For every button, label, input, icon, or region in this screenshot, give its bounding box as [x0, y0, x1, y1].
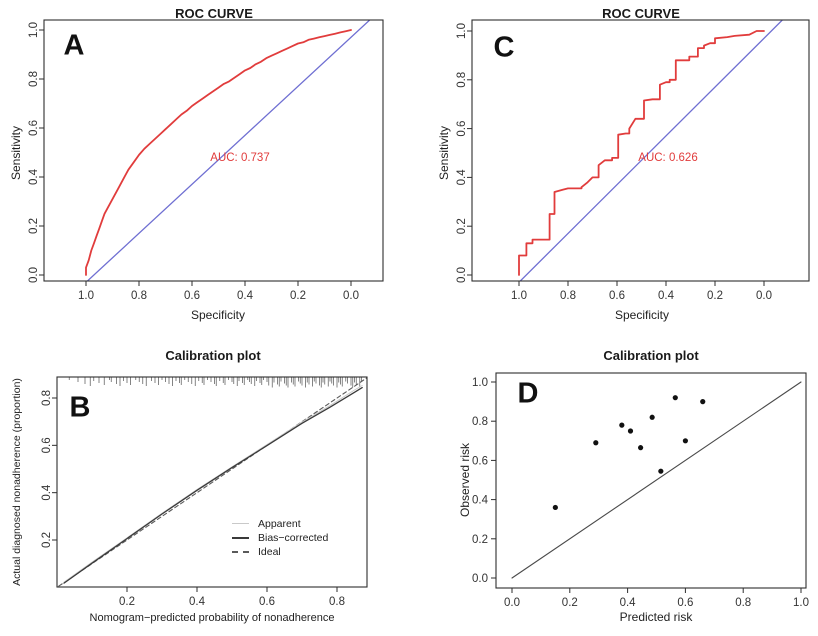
- panel-a-auc-annotation: AUC: 0.737: [210, 152, 270, 164]
- panel-b-title: Calibration plot: [165, 348, 261, 363]
- panel-a-plot-area: [85, 20, 371, 281]
- y-tick-label: 0.0: [472, 573, 488, 585]
- x-tick-label: 1.0: [511, 290, 527, 302]
- x-tick-label: 0.8: [560, 290, 576, 302]
- y-tick-label: 0.6: [28, 120, 40, 136]
- y-tick-label: 0.2: [41, 532, 53, 548]
- x-tick-label: 0.6: [259, 596, 275, 608]
- bias-corrected-line: [63, 386, 363, 584]
- calibration-point: [658, 468, 664, 474]
- y-tick-label: 0.2: [456, 218, 468, 234]
- panel-c-xlabel: Specificity: [614, 308, 670, 322]
- y-tick-label: 0.6: [41, 437, 53, 453]
- calibration-point: [672, 395, 678, 401]
- y-tick-label: 1.0: [28, 22, 40, 38]
- panel-d-ylabel: Observed risk: [458, 442, 472, 518]
- panel-b-plot-area: [58, 377, 367, 587]
- legend-item-ideal: Ideal: [232, 545, 328, 558]
- reference-diagonal-line: [86, 20, 371, 281]
- legend-item-bias-corrected: Bias−corrected: [232, 531, 329, 544]
- calibration-point: [552, 504, 558, 511]
- panel-d-frame: [495, 372, 807, 589]
- y-tick-label: 0.2: [472, 534, 488, 546]
- y-tick-label: 0.6: [472, 455, 488, 467]
- panel-a-ylabel: Sensitivity: [9, 125, 23, 181]
- x-tick-label: 0.8: [329, 596, 345, 608]
- y-tick-label: 0.4: [41, 484, 53, 501]
- y-tick-label: 0.6: [456, 121, 468, 137]
- y-tick-label: 0.8: [472, 416, 488, 428]
- x-tick-label: 0.2: [119, 596, 135, 608]
- legend-label: Bias−corrected: [258, 531, 329, 544]
- apparent-line-sample: [232, 523, 249, 524]
- y-tick-label: 0.0: [28, 267, 40, 283]
- calibration-point: [593, 440, 599, 446]
- y-tick-label: 0.8: [456, 72, 468, 88]
- calibration-point: [627, 428, 634, 434]
- bias-corrected-line-sample: [232, 536, 249, 539]
- x-tick-label: 0.0: [756, 290, 772, 302]
- x-tick-label: 0.6: [677, 597, 693, 609]
- y-tick-label: 0.4: [472, 495, 489, 507]
- legend-item-apparent: Apparent: [232, 517, 328, 530]
- calibration-point: [682, 438, 689, 444]
- roc-curve-line: [518, 30, 765, 276]
- x-tick-label: 1.0: [793, 597, 809, 609]
- y-tick-label: 0.4: [456, 169, 468, 186]
- panel-d-title: Calibration plot: [603, 348, 699, 363]
- y-tick-label: 0.2: [28, 218, 40, 234]
- panel-c-frame: [471, 19, 810, 282]
- y-tick-label: 0.8: [28, 71, 40, 87]
- x-tick-label: 0.2: [562, 597, 578, 609]
- x-tick-label: 0.6: [609, 290, 625, 302]
- x-tick-label: 0.0: [343, 290, 359, 302]
- y-tick-label: 1.0: [472, 377, 488, 389]
- y-tick-label: 0.4: [28, 168, 40, 185]
- panel-b-legend: Apparent Bias−corrected Ideal: [232, 517, 329, 558]
- x-tick-label: 0.8: [131, 290, 147, 302]
- panel-b-xlabel: Nomogram−predicted probability of nonadh…: [89, 612, 335, 624]
- y-tick-label: 0.8: [41, 390, 53, 406]
- panel-d-plot-area: [511, 381, 802, 579]
- x-tick-label: 0.4: [658, 290, 675, 302]
- ideal-line-sample: [232, 550, 249, 553]
- panel-a-xlabel: Specificity: [190, 308, 246, 322]
- x-tick-label: 0.4: [237, 290, 254, 302]
- panel-d-xlabel: Predicted risk: [619, 610, 693, 624]
- panel-c-title: ROC CURVE: [602, 6, 680, 21]
- x-tick-label: 1.0: [78, 290, 94, 302]
- x-tick-label: 0.4: [620, 597, 637, 609]
- roc-curve-line: [85, 29, 352, 276]
- panel-b-frame: [56, 376, 368, 588]
- panel-a-frame: [43, 19, 384, 282]
- panel-c-plot-area: [518, 20, 784, 281]
- legend-label: Ideal: [258, 545, 281, 558]
- x-tick-label: 0.4: [189, 596, 206, 608]
- panel-b-letter: B: [69, 391, 91, 424]
- x-tick-label: 0.0: [504, 597, 520, 609]
- panel-c-ylabel: Sensitivity: [437, 125, 451, 181]
- calibration-point: [649, 414, 655, 420]
- calibration-point: [619, 422, 625, 428]
- panel-c-letter: C: [493, 31, 515, 64]
- panel-a-title: ROC CURVE: [175, 6, 253, 21]
- y-tick-label: 1.0: [456, 23, 468, 39]
- ideal-line: [58, 377, 367, 587]
- panel-b-ylabel: Actual diagnosed nonadherence (proportio…: [11, 378, 23, 586]
- x-tick-label: 0.6: [184, 290, 200, 302]
- x-tick-label: 0.2: [290, 290, 306, 302]
- calibration-point: [638, 445, 644, 451]
- x-tick-label: 0.8: [735, 597, 751, 609]
- reference-diagonal-line: [519, 20, 784, 281]
- y-tick-label: 0.0: [456, 267, 468, 283]
- panel-c-auc-annotation: AUC: 0.626: [638, 152, 698, 164]
- x-tick-label: 0.2: [707, 290, 723, 302]
- legend-label: Apparent: [258, 517, 301, 530]
- panel-d-letter: D: [517, 377, 539, 410]
- panel-a-letter: A: [63, 29, 85, 62]
- identity-line-line: [511, 381, 802, 579]
- calibration-point: [700, 399, 706, 405]
